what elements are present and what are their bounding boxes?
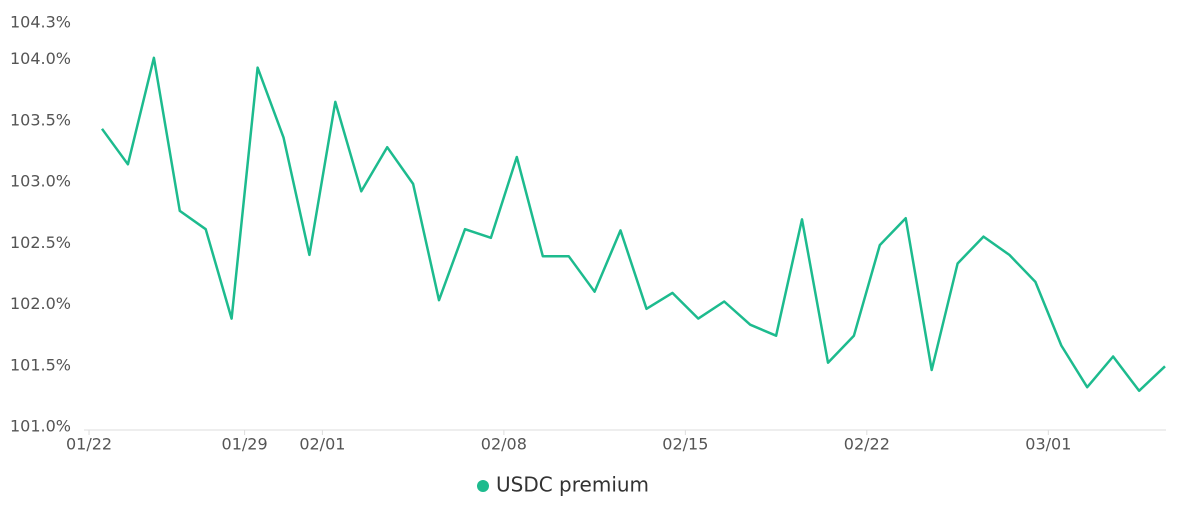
x-tick-label: 02/01 [299,435,345,454]
x-tick-label: 02/22 [844,435,890,454]
x-tick-label: 03/01 [1025,435,1071,454]
y-tick-label: 103.0% [10,172,71,191]
y-tick-label: 101.0% [10,417,71,436]
x-tick-label: 01/29 [222,435,268,454]
x-tick-label: 02/08 [481,435,527,454]
y-tick-label: 101.5% [10,355,71,374]
y-tick-label: 102.5% [10,233,71,252]
x-tick-label: 01/22 [66,435,112,454]
legend-marker [477,480,489,492]
y-tick-label: 103.5% [10,110,71,129]
legend-text: USDC premium [496,473,649,497]
y-tick-label: 104.3% [10,13,71,32]
series-line [100,56,1166,393]
x-tick-label: 02/15 [662,435,708,454]
y-tick-label: 104.0% [10,49,71,68]
y-tick-label: 102.0% [10,294,71,313]
